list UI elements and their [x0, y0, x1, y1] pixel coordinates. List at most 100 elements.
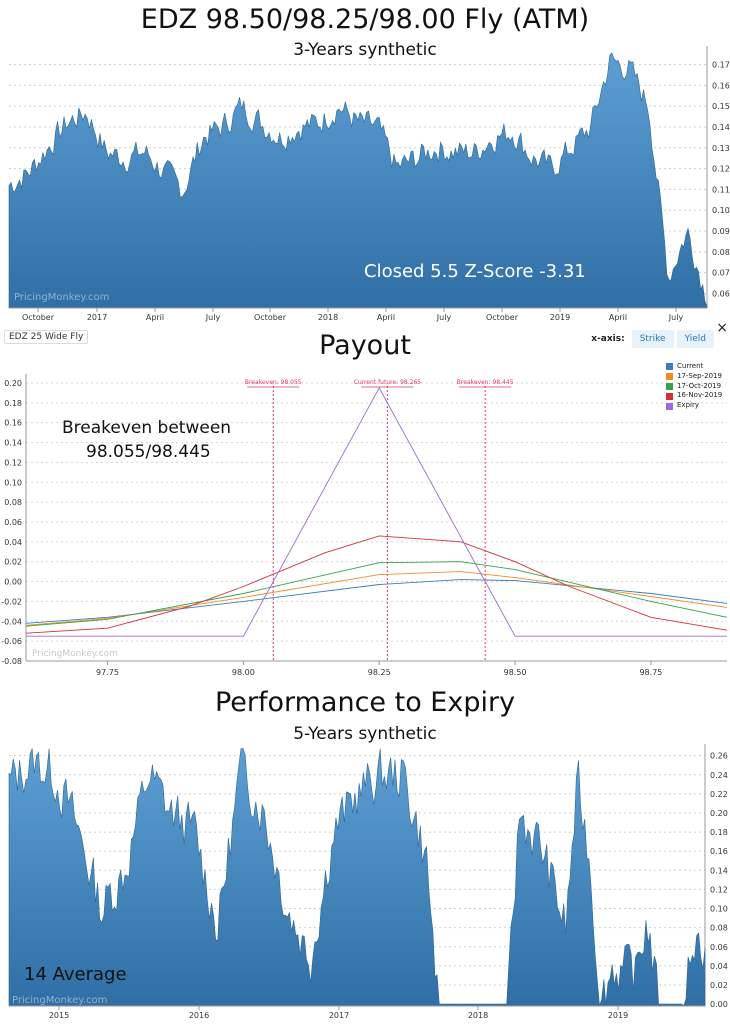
y-tick-label: 0.11 [712, 185, 730, 194]
y-tick-label: 0.08 [4, 498, 22, 507]
y-tick-label: -0.08 [1, 657, 22, 666]
performance-annotation: 14 Average [24, 964, 127, 985]
performance-title: Performance to Expiry [214, 687, 516, 718]
x-tick-label: 2018 [468, 1011, 488, 1020]
y-tick-label: 0.24 [710, 771, 728, 780]
x-tick-label: October [254, 313, 287, 322]
y-tick-label: 0.18 [4, 399, 22, 408]
y-tick-label: 0.07 [712, 269, 730, 278]
x-tick-label: 98.50 [504, 668, 527, 677]
y-tick-label: 0.08 [710, 924, 728, 933]
legend-item[interactable]: 16-Nov-2019 [666, 391, 722, 401]
payout-annotation-line1: Breakeven between [62, 418, 232, 438]
y-tick-label: -0.06 [1, 637, 22, 646]
y-tick-label: 0.00 [4, 578, 22, 587]
y-tick-label: 0.00 [710, 1000, 728, 1009]
x-tick-label: April [377, 313, 395, 322]
y-tick-label: 0.04 [710, 962, 728, 971]
marker-label: Current future: 98.265 [354, 379, 422, 386]
legend-item[interactable]: Current [666, 362, 722, 372]
legend-label: Expiry [677, 401, 699, 410]
x-axis-toggle: x-axis: Strike Yield [591, 330, 714, 348]
payout-legend: Current 17-Sep-2019 17-Oct-2019 16-Nov-2019… [666, 362, 722, 411]
x-tick-label: July [668, 313, 684, 322]
x-tick-label: October [22, 313, 55, 322]
y-tick-label: 0.20 [4, 379, 22, 388]
y-tick-label: 0.08 [712, 248, 730, 257]
payout-watermark: PricingMonkey.com [32, 649, 118, 659]
legend-swatch [666, 363, 673, 371]
x-tick-label: 2017 [329, 1011, 349, 1020]
x-tick-label: 2016 [189, 1011, 209, 1020]
top-chart-title: EDZ 98.50/98.25/98.00 Fly (ATM) [140, 4, 590, 35]
payout-series-16-nov-2019 [25, 535, 728, 634]
legend-item[interactable]: 17-Sep-2019 [666, 372, 722, 382]
x-tick-label: 2017 [87, 313, 107, 322]
y-tick-label: 0.12 [710, 885, 728, 894]
y-tick-label: -0.04 [1, 617, 22, 626]
y-tick-label: 0.02 [4, 558, 22, 567]
y-tick-label: 0.15 [712, 102, 730, 111]
performance-chart-panel: 0.00 0.02 0.04 0.06 0.08 0.10 0.12 0.14 0.16 0.18… [0, 687, 730, 1024]
y-tick-label: 0.04 [4, 538, 22, 547]
legend-item[interactable]: 17-Oct-2019 [666, 382, 722, 392]
x-tick-label: 98.75 [639, 668, 662, 677]
area-series [8, 748, 706, 1007]
y-tick-label: 0.18 [710, 828, 728, 837]
top-chart-subtitle: 3-Years synthetic [293, 40, 437, 60]
x-tick-label: 97.75 [96, 668, 119, 677]
y-tick-label: 0.20 [710, 809, 728, 818]
y-tick-label: 0.06 [710, 943, 728, 952]
legend-label: 17-Sep-2019 [677, 371, 722, 380]
y-tick-label: 0.12 [712, 165, 730, 174]
top-chart-watermark: PricingMonkey.com [14, 292, 110, 303]
top-chart-panel: 0.06 0.07 0.08 0.09 0.10 0.11 0.12 0.13 0.14 0.15… [0, 0, 730, 326]
y-tick-label: 0.13 [712, 144, 730, 153]
y-tick-label: 0.06 [712, 289, 730, 298]
x-tick-label: October [486, 313, 519, 322]
y-tick-label: 0.22 [710, 790, 728, 799]
y-tick-label: 0.06 [4, 518, 22, 527]
x-tick-label: 2019 [608, 1011, 628, 1020]
y-tick-label: 0.16 [4, 419, 22, 428]
legend-swatch [666, 402, 673, 410]
legend-swatch [666, 392, 673, 400]
x-tick-label: 98.25 [368, 668, 391, 677]
y-tick-label: 0.26 [710, 752, 728, 761]
legend-swatch [666, 373, 673, 381]
payout-series-expiry [26, 386, 727, 637]
y-tick-label: 0.09 [712, 227, 730, 236]
y-tick-label: 0.14 [4, 439, 22, 448]
y-tick-label: 0.02 [710, 981, 728, 990]
x-tick-label: July [205, 313, 221, 322]
x-axis-label: x-axis: [591, 334, 625, 344]
payout-title: Payout [319, 330, 411, 361]
y-tick-label: 0.16 [712, 81, 730, 90]
close-icon[interactable]: × [716, 320, 728, 336]
marker-label: Breakeven: 98.445 [457, 379, 514, 386]
x-tick-label: July [436, 313, 452, 322]
strike-button[interactable]: Strike [631, 330, 674, 348]
x-tick-label: 2019 [550, 313, 570, 322]
performance-watermark: PricingMonkey.com [12, 995, 108, 1006]
payout-series-17-oct-2019 [25, 561, 728, 627]
x-tick-label: 98.00 [232, 668, 255, 677]
x-tick-label: April [609, 313, 627, 322]
y-tick-label: 0.10 [710, 905, 728, 914]
payout-chart-svg: -0.08 -0.06 -0.04 -0.02 0.00 0.02 0.04 0.06 0.08… [1, 374, 728, 677]
yield-button[interactable]: Yield [676, 330, 714, 348]
payout-chart-panel: -0.08 -0.06 -0.04 -0.02 0.00 0.02 0.04 0.06 0.08… [0, 320, 730, 688]
legend-item[interactable]: Expiry [666, 401, 722, 411]
y-tick-label: 0.10 [712, 206, 730, 215]
x-tick-label: April [146, 313, 164, 322]
payout-annotation-line2: 98.055/98.445 [86, 442, 211, 462]
legend-label: 17-Oct-2019 [677, 381, 722, 390]
area-series [8, 52, 708, 309]
y-tick-label: 0.12 [4, 458, 22, 467]
performance-chart-svg: 0.00 0.02 0.04 0.06 0.08 0.10 0.12 0.14 0.16 0.18… [8, 744, 728, 1020]
top-chart-svg: 0.06 0.07 0.08 0.09 0.10 0.11 0.12 0.13 0.14 0.15… [8, 46, 730, 322]
legend-swatch [666, 382, 673, 390]
y-tick-label: 0.14 [710, 866, 728, 875]
y-tick-label: 0.10 [4, 478, 22, 487]
x-tick-label: 2015 [49, 1011, 69, 1020]
